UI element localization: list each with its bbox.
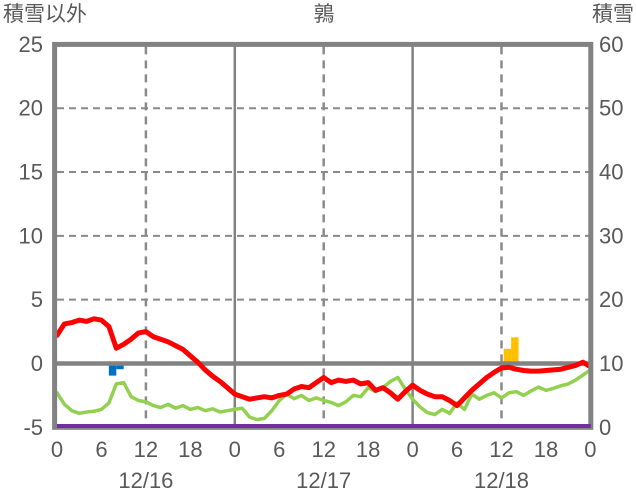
blue-bar	[116, 363, 124, 370]
x-axis-tick: 0	[229, 437, 241, 462]
y-axis-tick-left: 20	[19, 96, 43, 121]
y-axis-tick-left: -5	[23, 415, 43, 440]
x-axis-tick: 0	[406, 437, 418, 462]
gold-bar	[503, 348, 512, 364]
y-axis-tick-right: 10	[599, 351, 623, 376]
y-axis-tick-left: 25	[19, 32, 43, 57]
date-label: 12/16	[118, 468, 173, 493]
blue-bar	[108, 363, 117, 376]
green-line	[55, 368, 593, 422]
y-axis-tick-right: 40	[599, 160, 623, 185]
y-axis-tick-left: 0	[31, 351, 43, 376]
date-label: 12/18	[474, 468, 529, 493]
x-axis-tick: 12	[134, 437, 158, 462]
red-line	[54, 316, 593, 409]
x-axis-tick: 6	[451, 437, 463, 462]
gold-bar	[511, 337, 519, 364]
y-axis-tick-right: 60	[599, 32, 623, 57]
x-axis-tick: 12	[311, 437, 335, 462]
y-axis-tick-right: 30	[599, 223, 623, 248]
left-axis-title: 積雪以外	[3, 3, 87, 26]
y-axis-tick-right: 20	[599, 287, 623, 312]
y-axis-tick-left: 15	[19, 160, 43, 185]
date-label: 12/17	[296, 468, 351, 493]
x-axis-tick: 18	[178, 437, 202, 462]
x-axis-tick: 6	[95, 437, 107, 462]
y-axis-tick-left: 5	[31, 287, 43, 312]
right-axis-title: 積雪	[592, 3, 634, 26]
chart-title: 鶉	[313, 3, 335, 26]
x-axis-tick: 18	[356, 437, 380, 462]
y-axis-tick-right: 0	[599, 415, 611, 440]
x-axis-tick: 0	[584, 437, 596, 462]
y-axis-tick-right: 50	[599, 96, 623, 121]
x-axis-tick: 18	[534, 437, 558, 462]
x-axis-tick: 12	[489, 437, 513, 462]
x-axis-tick: 6	[273, 437, 285, 462]
x-axis-tick: 0	[51, 437, 63, 462]
y-axis-tick-left: 10	[19, 223, 43, 248]
